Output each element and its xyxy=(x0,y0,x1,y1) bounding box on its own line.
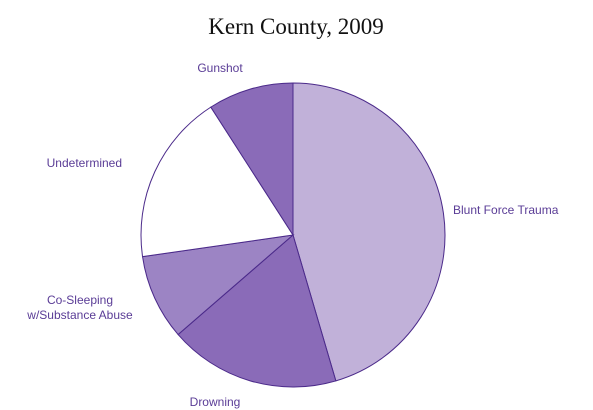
slice-label: Co-Sleeping w/Substance Abuse xyxy=(27,293,133,322)
pie-slice xyxy=(177,234,337,388)
pie-slice xyxy=(210,82,294,237)
slice-label: Drowning xyxy=(189,395,241,409)
slice-label: Undetermined xyxy=(46,156,122,170)
pie-slice xyxy=(141,234,295,336)
pie-slice xyxy=(140,106,294,258)
slice-label: Blunt Force Trauma xyxy=(453,203,559,217)
chart-title: Kern County, 2009 xyxy=(208,14,383,39)
pie-slice xyxy=(292,82,446,382)
slice-label: Gunshot xyxy=(197,61,243,75)
